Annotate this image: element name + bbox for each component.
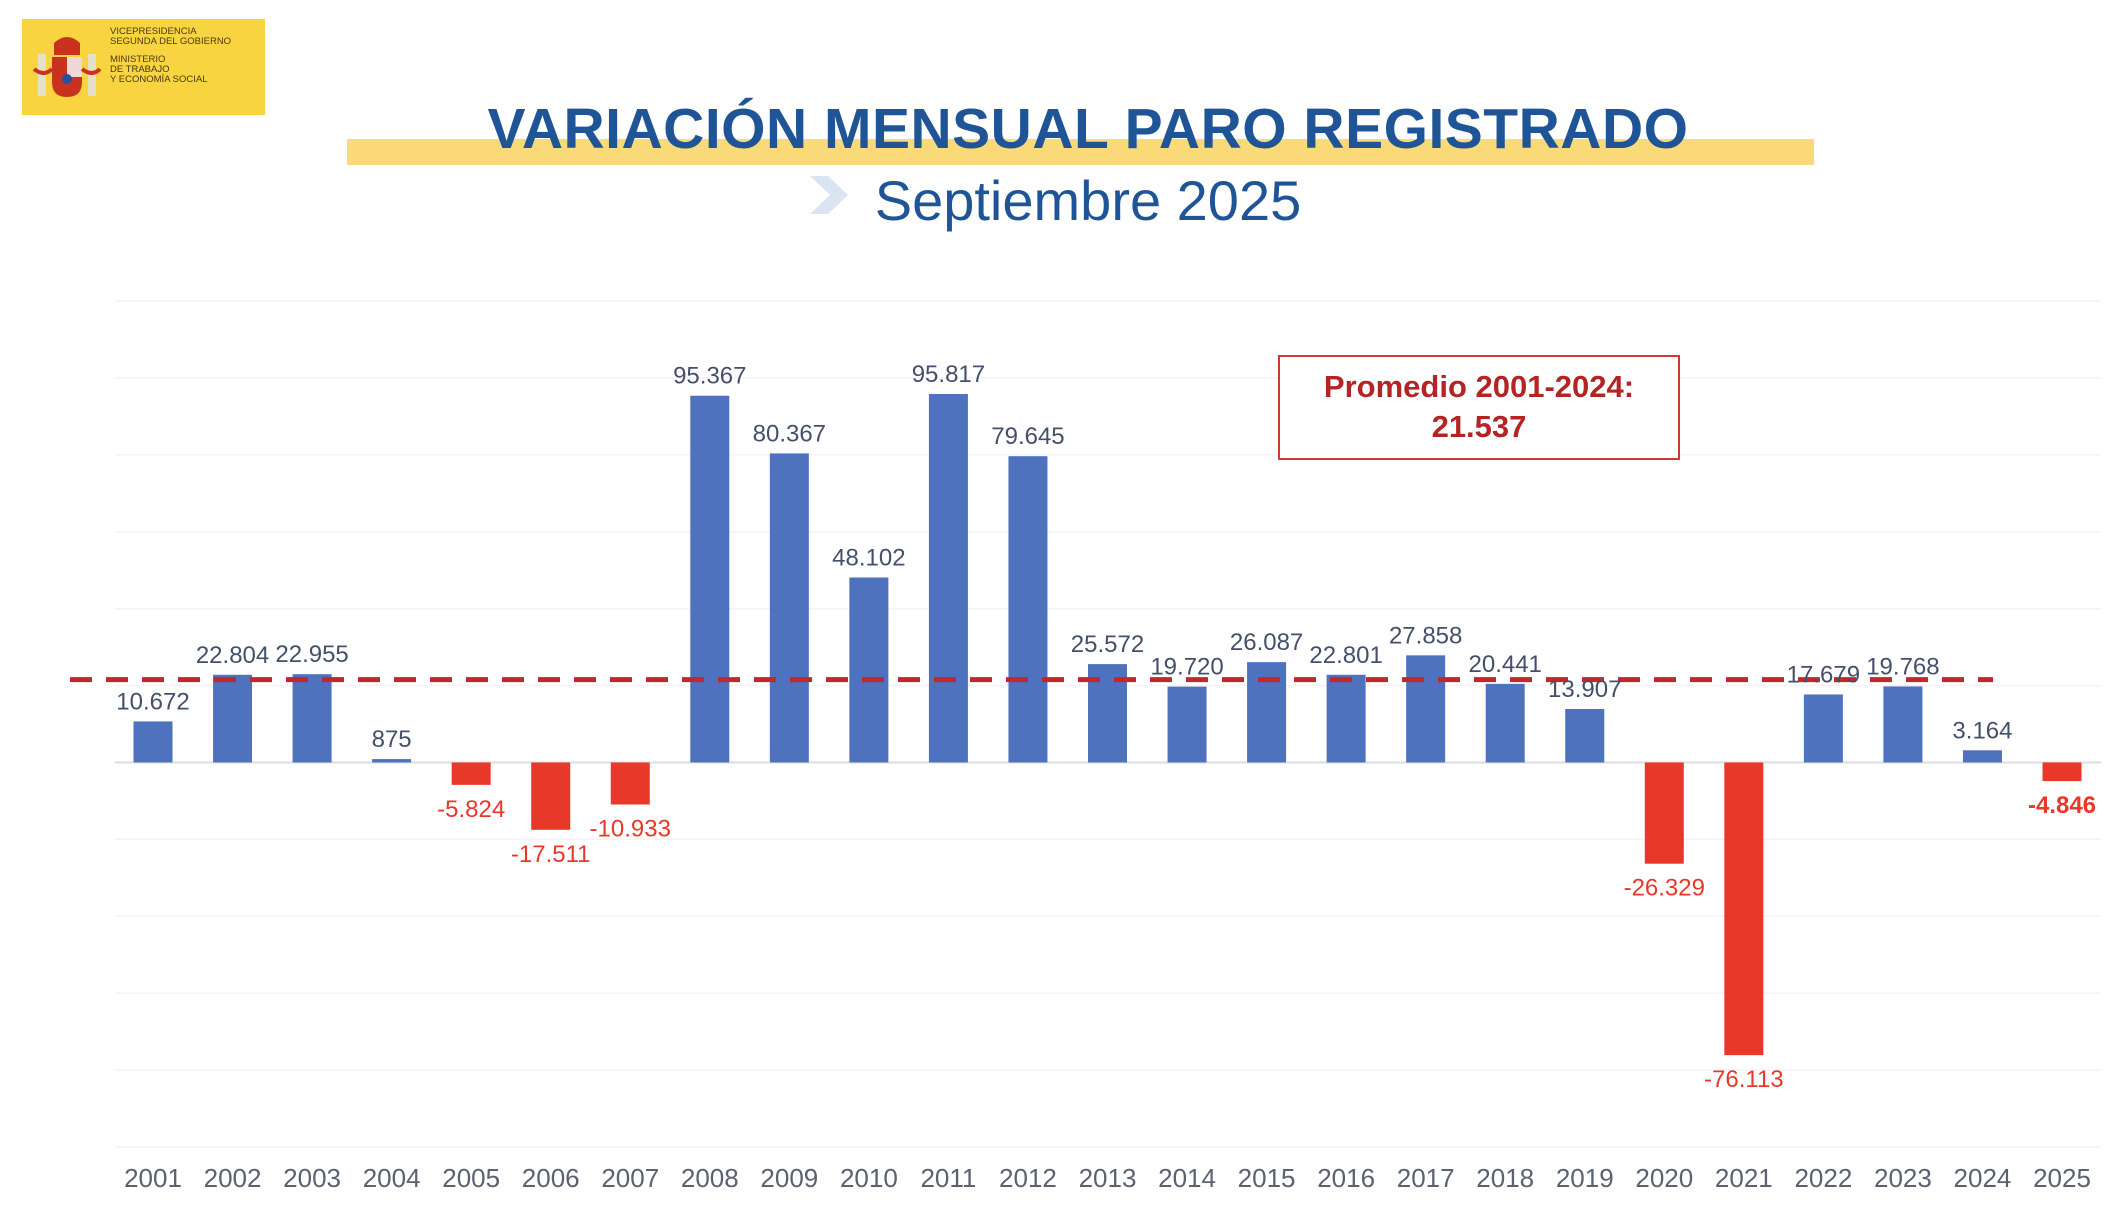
bars: [133, 393, 2082, 1056]
data-label-2017: 27.858: [1389, 622, 1462, 649]
average-value: 21.537: [1431, 409, 1527, 444]
data-label-2011: 95.817: [912, 361, 985, 388]
data-label-2013: 25.572: [1071, 631, 1144, 658]
x-tick-2009: 2009: [760, 1163, 818, 1193]
coat-of-arms-icon: [32, 37, 102, 97]
x-tick-2001: 2001: [124, 1163, 182, 1193]
data-label-2003: 22.955: [275, 641, 348, 668]
data-labels: 10.672 22.804 22.955 875 -5.824-17.511-10.93…: [116, 361, 2096, 1093]
x-tick-2007: 2007: [601, 1163, 659, 1193]
data-label-2016: 22.801: [1309, 642, 1382, 669]
data-label-2010: 48.102: [832, 544, 905, 571]
logo-line-4: DE TRABAJO: [110, 64, 170, 75]
x-tick-2024: 2024: [1954, 1163, 2012, 1193]
data-label-2009: 80.367: [753, 420, 826, 447]
data-label-2020: -26.329: [1624, 875, 1705, 902]
data-label-2023: 19.768: [1866, 653, 1939, 680]
x-tick-2012: 2012: [999, 1163, 1057, 1193]
x-tick-2015: 2015: [1238, 1163, 1296, 1193]
data-label-2022: 17.679: [1787, 661, 1860, 688]
bar-2009: [769, 453, 809, 763]
data-label-2018: 20.441: [1469, 651, 1542, 678]
x-tick-2005: 2005: [442, 1163, 500, 1193]
logo-line-2: SEGUNDA DEL GOBIERNO: [110, 36, 232, 47]
x-tick-2021: 2021: [1715, 1163, 1773, 1193]
data-label-2008: 95.367: [673, 363, 746, 390]
x-tick-2004: 2004: [363, 1163, 421, 1193]
bar-2024: [1962, 750, 2002, 763]
x-tick-2018: 2018: [1476, 1163, 1534, 1193]
bar-2007: [610, 762, 650, 805]
bar-2006: [531, 762, 571, 830]
x-tick-2017: 2017: [1397, 1163, 1455, 1193]
x-tick-2008: 2008: [681, 1163, 739, 1193]
x-tick-2013: 2013: [1079, 1163, 1137, 1193]
bar-2016: [1326, 674, 1366, 763]
x-tick-2014: 2014: [1158, 1163, 1216, 1193]
bar-2018: [1485, 683, 1525, 763]
data-label-2012: 79.645: [991, 423, 1064, 450]
x-tick-2010: 2010: [840, 1163, 898, 1193]
x-tick-2025: 2025: [2033, 1163, 2091, 1193]
bar-2002: [213, 674, 253, 763]
x-tick-2023: 2023: [1874, 1163, 1932, 1193]
data-label-2019: 13.907: [1548, 676, 1621, 703]
logo-line-1: VICEPRESIDENCIA: [110, 26, 197, 37]
bar-2020: [1644, 762, 1684, 864]
x-tick-2006: 2006: [522, 1163, 580, 1193]
data-label-2005: -5.824: [437, 796, 505, 823]
data-label-2007: -10.933: [590, 815, 671, 842]
title-highlight-bar: [347, 139, 1814, 165]
data-label-2002: 22.804: [196, 642, 269, 669]
x-tick-2022: 2022: [1794, 1163, 1852, 1193]
data-label-2025: -4.846: [2028, 792, 2096, 819]
x-tick-2003: 2003: [283, 1163, 341, 1193]
chevron-right-icon: [810, 176, 848, 214]
data-label-2024: 3.164: [1952, 717, 2012, 744]
average-label: Promedio 2001-2024:: [1323, 369, 1635, 404]
data-label-2004: 875: [372, 726, 412, 753]
bar-2005: [451, 762, 491, 785]
bar-2017: [1406, 655, 1446, 763]
bar-2025: [2042, 762, 2082, 782]
data-label-2014: 19.720: [1150, 654, 1223, 681]
bar-2022: [1803, 694, 1843, 763]
bar-2008: [690, 395, 730, 763]
bar-2021: [1724, 762, 1764, 1056]
bar-2011: [928, 393, 968, 763]
bar-2003: [292, 674, 332, 763]
data-label-2006: -17.511: [511, 841, 591, 868]
bar-2001: [133, 721, 173, 763]
logo-line-5: Y ECONOMÍA SOCIAL: [110, 74, 208, 85]
bar-2004: [372, 759, 412, 763]
data-label-2021: -76.113: [1704, 1066, 1784, 1093]
bar-2010: [849, 577, 889, 763]
bar-2023: [1883, 686, 1923, 763]
average-annotation: Promedio 2001-2024: 21.537: [1278, 355, 1680, 460]
page-subtitle: Septiembre 2025: [874, 169, 1302, 232]
x-tick-2016: 2016: [1317, 1163, 1375, 1193]
bar-2019: [1565, 708, 1605, 763]
bar-2014: [1167, 686, 1207, 763]
ministry-logo: VICEPRESIDENCIA SEGUNDA DEL GOBIERNO MIN…: [22, 19, 265, 115]
logo-line-3: MINISTERIO: [110, 54, 166, 65]
x-tick-2002: 2002: [204, 1163, 262, 1193]
x-axis-labels: 2001 2002 2003 2004 2005 2006 2007 2008 2009 2010…: [124, 1163, 2091, 1193]
x-tick-2011: 2011: [920, 1163, 976, 1193]
x-tick-2020: 2020: [1635, 1163, 1693, 1193]
page-title: VARIACIÓN MENSUAL PARO REGISTRADO: [487, 97, 1689, 161]
x-tick-2019: 2019: [1556, 1163, 1614, 1193]
data-label-2001: 10.672: [116, 688, 189, 715]
bar-2012: [1008, 456, 1048, 763]
data-label-2015: 26.087: [1230, 629, 1303, 656]
